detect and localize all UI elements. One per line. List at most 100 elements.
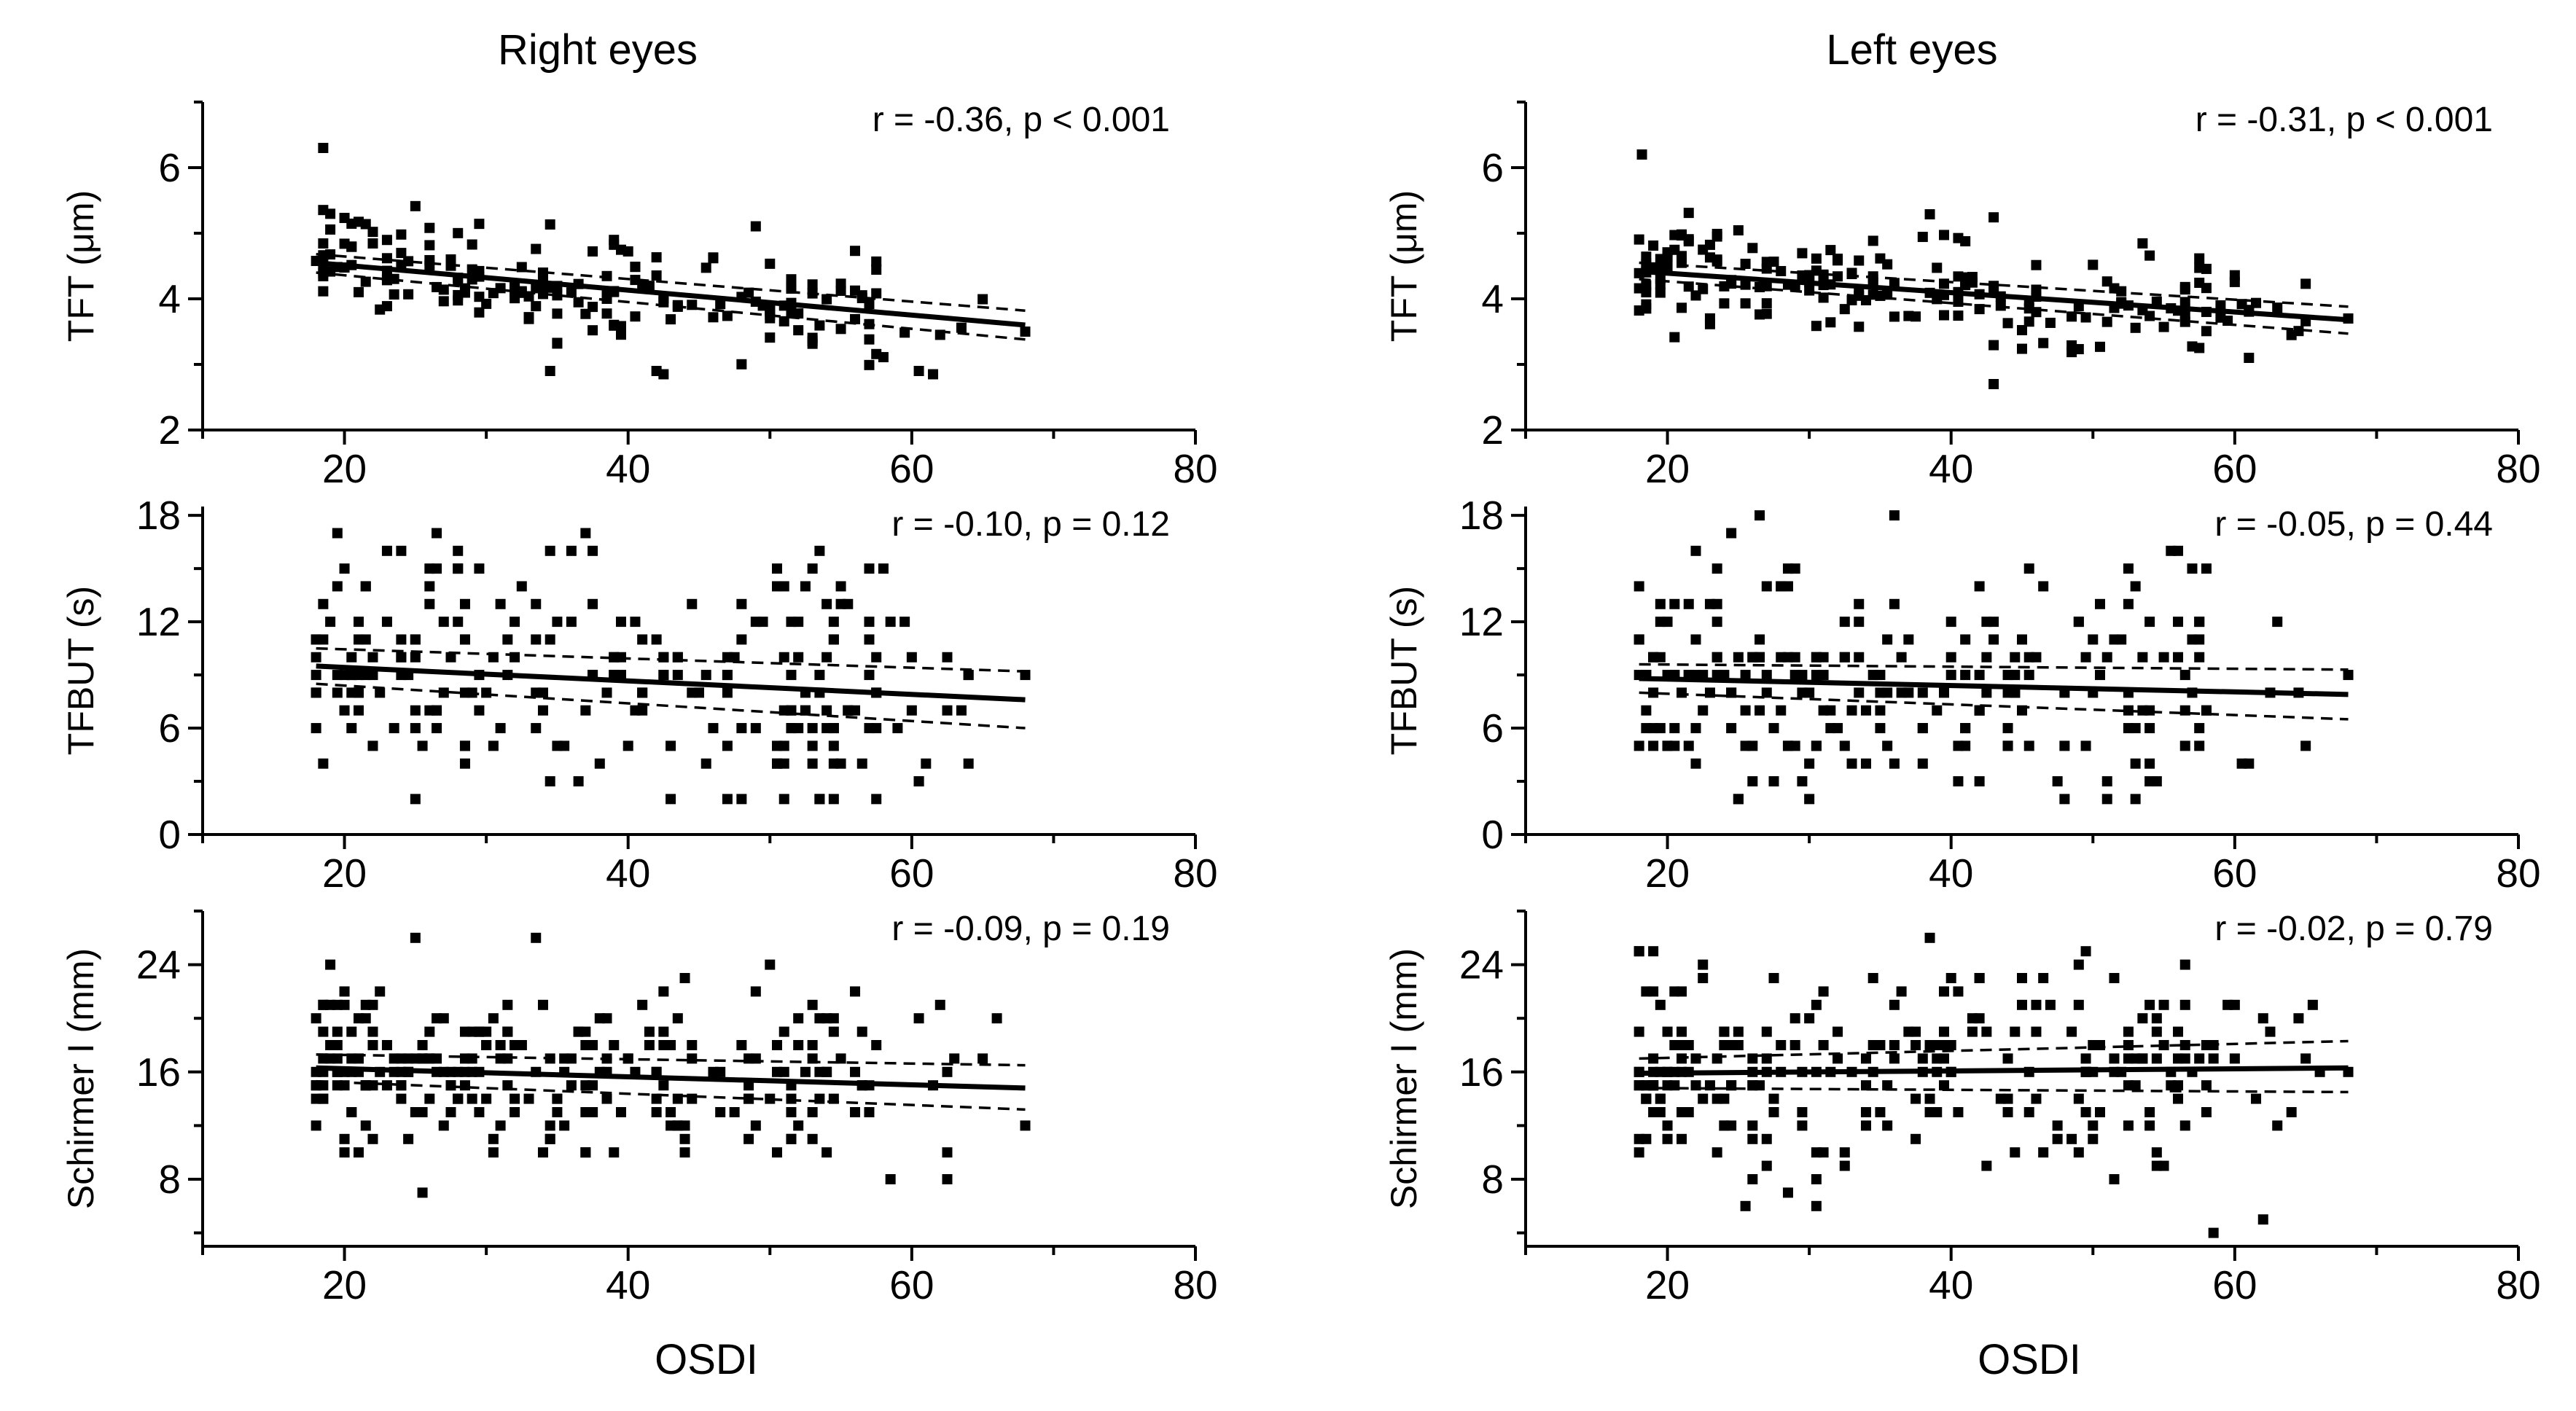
panel-tfbut-right-point-110 bbox=[545, 634, 555, 645]
panel-tfbut-right-point-153 bbox=[722, 687, 733, 698]
panel-schirmer-right-point-159 bbox=[687, 1093, 698, 1104]
panel-tfbut-right-point-167 bbox=[828, 758, 839, 769]
panel-tfbut-left-point-140 bbox=[1655, 617, 1666, 628]
panel-tfbut-left-point-228 bbox=[1981, 687, 1992, 698]
panel-tfbut-left-point-183 bbox=[2010, 670, 2021, 681]
panel-tfbut-left-point-231 bbox=[1889, 510, 1900, 521]
panel-schirmer-right-point-202 bbox=[800, 1066, 811, 1077]
panel-tfbut-left-point-130 bbox=[1662, 740, 1673, 751]
panel-tft-left-point-24 bbox=[1669, 332, 1680, 343]
panel-tfbut-right-point-192 bbox=[807, 758, 818, 769]
panel-tfbut-right-point-90 bbox=[666, 740, 676, 751]
panel-schirmer-right-point-248 bbox=[679, 1120, 690, 1131]
panel-schirmer-left-point-102 bbox=[2052, 1133, 2063, 1144]
panel-schirmer-left-point-236 bbox=[1953, 986, 1964, 997]
panel-tft-right-point-189 bbox=[360, 276, 371, 287]
panel-tft-left-point-56 bbox=[1683, 208, 1694, 219]
panel-tfbut-right-point-139 bbox=[360, 581, 371, 592]
panel-tfbut-left-point-195 bbox=[1641, 705, 1652, 716]
panel-tfbut-left-point-217 bbox=[2010, 687, 2021, 698]
panel-tft-left-point-114 bbox=[2031, 259, 2042, 270]
panel-tft-left-point-183 bbox=[1740, 259, 1751, 270]
panel-schirmer-left-point-15 bbox=[1662, 1120, 1673, 1131]
panel-tfbut-left-point-99 bbox=[2010, 652, 2021, 662]
panel-tfbut-left-point-90 bbox=[1789, 652, 1800, 662]
panel-tfbut-left-point-28 bbox=[2173, 652, 2184, 662]
panel-tfbut-left-point-201 bbox=[1875, 723, 1886, 734]
panel-schirmer-left-point-209 bbox=[1938, 986, 1949, 997]
panel-tfbut-right-point-213 bbox=[424, 705, 435, 716]
panel-tfbut-left-point-33 bbox=[2187, 634, 2198, 645]
panel-tft-left-point-124 bbox=[1988, 340, 1999, 351]
panel-tft-right-point-160 bbox=[786, 281, 797, 292]
panel-tfbut-left-point-122 bbox=[1945, 670, 1956, 681]
panel-tfbut-left-point-163 bbox=[1740, 670, 1751, 681]
panel-schirmer-left-point-110 bbox=[1655, 1093, 1666, 1104]
panel-schirmer-right-xlabel: OSDI bbox=[655, 1336, 758, 1383]
panel-tft-left-x-tick-label-80: 80 bbox=[2496, 446, 2540, 491]
panel-tfbut-left-point-109 bbox=[1677, 687, 1687, 698]
panel-tft-right-point-102 bbox=[928, 369, 939, 380]
panel-tft-right-point-120 bbox=[318, 286, 329, 297]
panel-tfbut-right-point-121 bbox=[367, 740, 378, 751]
panel-tfbut-right-ci-upper bbox=[316, 646, 1026, 673]
panel-schirmer-right-point-35 bbox=[445, 1107, 456, 1117]
panel-tft-left-point-92 bbox=[2045, 317, 2056, 328]
panel-schirmer-left-point-249 bbox=[1726, 1080, 1737, 1091]
panel-tft-left-x-tick-label-20: 20 bbox=[1645, 446, 1690, 491]
panel-tfbut-right-point-223 bbox=[878, 563, 889, 574]
panel-tfbut-right-point-184 bbox=[495, 598, 506, 609]
panel-tfbut-right-point-133 bbox=[360, 670, 371, 681]
panel-schirmer-right-point-246 bbox=[367, 999, 378, 1010]
panel-schirmer-left-point-32 bbox=[1938, 1080, 1949, 1091]
panel-tfbut-left-point-106 bbox=[2201, 563, 2212, 574]
panel-tfbut-right-point-189 bbox=[807, 563, 818, 574]
panel-schirmer-right-point-257 bbox=[913, 1013, 924, 1024]
panel-tft-right-point-150 bbox=[346, 241, 357, 252]
panel-schirmer-left-point-233 bbox=[2158, 1160, 2169, 1171]
panel-tfbut-right-point-30 bbox=[722, 794, 733, 805]
panel-schirmer-right-point-243 bbox=[743, 1053, 754, 1064]
panel-tfbut-right-ci-lower bbox=[316, 682, 1026, 730]
panel-tfbut-right-point-120 bbox=[736, 723, 747, 734]
column-title-left-eyes: Left eyes bbox=[1826, 26, 1997, 74]
panel-tfbut-right-point-212 bbox=[459, 687, 470, 698]
panel-schirmer-left-point-196 bbox=[1974, 973, 1985, 983]
panel-schirmer-right-y-tick-label-24: 24 bbox=[136, 942, 181, 988]
panel-schirmer-left-x-tick-label-60: 60 bbox=[2212, 1262, 2257, 1308]
panel-tfbut-right-point-130 bbox=[311, 723, 321, 734]
panel-tft-right-point-22 bbox=[318, 238, 329, 249]
panel-tft-left-point-34 bbox=[2017, 343, 2027, 354]
panel-tft-left-point-189 bbox=[1804, 270, 1815, 281]
panel-tfbut-left-point-53 bbox=[1846, 758, 1857, 769]
panel-tfbut-left-point-156 bbox=[1740, 705, 1751, 716]
panel-tfbut-left-point-232 bbox=[2187, 563, 2198, 574]
panel-tfbut-right-point-215 bbox=[410, 634, 421, 645]
panel-tfbut-left-point-89 bbox=[1974, 581, 1985, 592]
panel-schirmer-left-point-119 bbox=[1932, 1107, 1943, 1117]
panel-tfbut-right-point-29 bbox=[821, 652, 832, 662]
panel-tfbut-right-point-169 bbox=[807, 723, 818, 734]
panel-tfbut-right-point-105 bbox=[311, 670, 321, 681]
panel-tfbut-left-point-1 bbox=[1988, 634, 1999, 645]
panel-tfbut-right-point-112 bbox=[906, 705, 917, 716]
panel-tfbut-left-point-190 bbox=[2101, 794, 2112, 805]
panel-tfbut-right-point-143 bbox=[531, 723, 542, 734]
panel-tft-left-point-178 bbox=[2201, 263, 2212, 274]
panel-tft-left-point-141 bbox=[1740, 298, 1751, 309]
panel-tfbut-right-points bbox=[311, 528, 1031, 805]
panel-tft-left-point-180 bbox=[2286, 329, 2297, 340]
panel-tfbut-left-point-67 bbox=[1974, 776, 1985, 787]
panel-tfbut-left-point-105 bbox=[1761, 687, 1772, 698]
panel-tft-right: 20 40 60 80 2 4 6 TFT (μm) r = -0.36, p < 0.001 bbox=[61, 101, 1218, 491]
panel-tfbut-right-point-64 bbox=[892, 723, 903, 734]
panel-schirmer-right-point-216 bbox=[715, 1107, 726, 1117]
panel-tft-right-point-11 bbox=[354, 286, 364, 297]
panel-tfbut-left-point-192 bbox=[1917, 723, 1928, 734]
panel-schirmer-right-point-166 bbox=[856, 1026, 867, 1037]
panel-tfbut-left-point-170 bbox=[1860, 758, 1871, 769]
panel-schirmer-right-point-68 bbox=[438, 1013, 449, 1024]
panel-tfbut-right-point-137 bbox=[580, 528, 591, 539]
panel-schirmer-left-point-141 bbox=[1761, 1026, 1772, 1037]
